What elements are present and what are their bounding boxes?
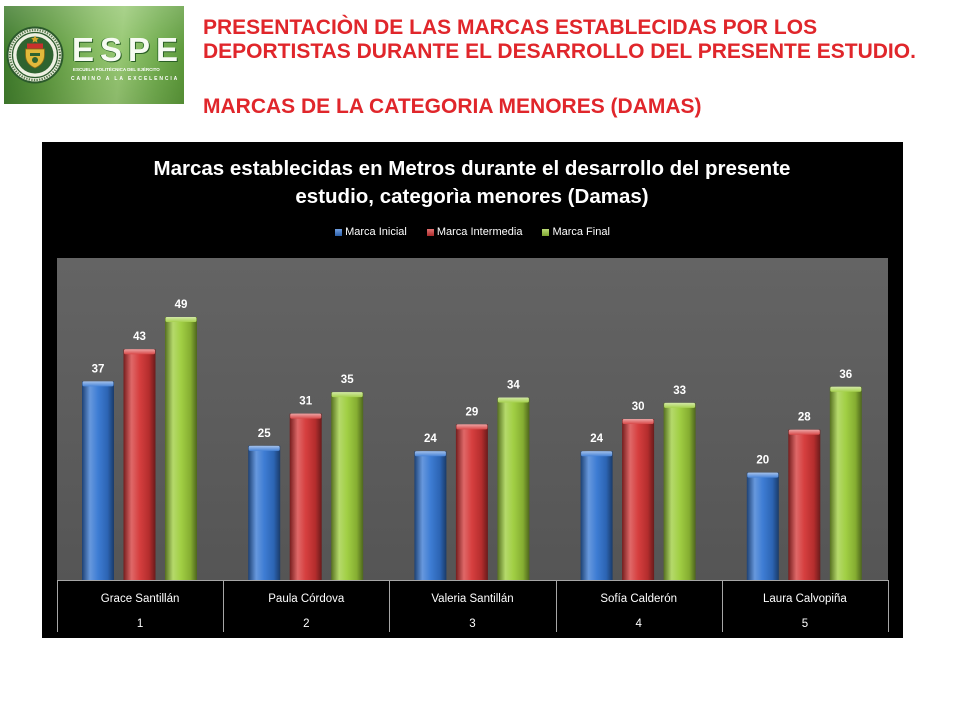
category-number-3: 3 <box>469 618 475 630</box>
chart-legend: Marca Inicial Marca Intermedia Marca Fin… <box>42 226 903 238</box>
logo-motto: CAMINO A LA EXCELENCIA <box>71 76 180 82</box>
bar-marca-inicial-4 <box>580 451 613 580</box>
data-label-marca-inicial-3: 24 <box>424 433 437 445</box>
bar-cap <box>830 386 862 392</box>
bar-chart: Marcas establecidas en Metros durante el… <box>42 142 903 638</box>
data-label-marca-inicial-4: 24 <box>590 433 603 445</box>
espe-seal-icon <box>6 26 64 84</box>
legend-label-marca-inicial: Marca Inicial <box>345 226 407 238</box>
bar-marca-inicial-3 <box>414 451 447 580</box>
bar-cap <box>165 317 197 323</box>
category-number-2: 2 <box>303 618 309 630</box>
bar-cap <box>664 402 696 408</box>
bar-cap <box>248 445 280 451</box>
bar-marca-intermedia-1 <box>123 349 156 580</box>
data-label-marca-intermedia-3: 29 <box>466 406 479 418</box>
bar-cap <box>497 397 529 403</box>
legend-item-marca-intermedia: Marca Intermedia <box>426 226 523 238</box>
category-label-4: Sofía Calderón <box>600 593 677 605</box>
data-label-marca-intermedia-4: 30 <box>632 401 645 413</box>
bar-marca-intermedia-3 <box>455 424 488 580</box>
legend-swatch-marca-inicial <box>335 228 343 236</box>
bar-cap <box>581 451 613 457</box>
bar-marca-intermedia-4 <box>622 419 655 580</box>
bar-cap <box>747 472 779 478</box>
data-label-marca-intermedia-2: 31 <box>299 396 312 408</box>
espe-logo: ESPE ESCUELA POLITÉCNICA DEL EJÉRCITO CA… <box>4 6 184 104</box>
data-label-marca-final-4: 33 <box>673 385 686 397</box>
category-heading: MARCAS DE LA CATEGORIA MENORES (DAMAS) <box>203 95 702 118</box>
data-label-marca-final-1: 49 <box>175 299 188 311</box>
bar-marca-inicial-1 <box>82 381 114 580</box>
data-label-marca-inicial-1: 37 <box>92 363 105 375</box>
bar-marca-final-4 <box>663 402 696 580</box>
category-number-1: 1 <box>137 618 143 630</box>
legend-label-marca-intermedia: Marca Intermedia <box>436 226 523 238</box>
chart-title: Marcas establecidas en Metros durante el… <box>153 157 791 208</box>
legend-item-marca-final: Marca Final <box>542 226 610 238</box>
bar-marca-final-3 <box>497 397 530 580</box>
data-label-marca-inicial-5: 20 <box>756 455 769 467</box>
category-number-4: 4 <box>635 618 642 630</box>
data-label-marca-intermedia-5: 28 <box>798 412 811 424</box>
bar-marca-intermedia-5 <box>788 429 821 580</box>
bar-cap <box>124 349 155 355</box>
bar-marca-final-5 <box>829 386 862 580</box>
bar-marca-final-2 <box>331 392 364 580</box>
bar-cap <box>456 424 488 430</box>
legend-swatch-marca-final <box>542 228 550 236</box>
bar-marca-final-1 <box>165 317 197 580</box>
bar-cap <box>290 413 322 419</box>
category-label-5: Laura Calvopiña <box>763 593 847 605</box>
logo-school-name: ESCUELA POLITÉCNICA DEL EJÉRCITO <box>73 67 160 72</box>
bar-cap <box>331 392 363 398</box>
data-label-marca-final-5: 36 <box>839 369 852 381</box>
data-label-marca-final-3: 34 <box>507 380 520 392</box>
data-label-marca-intermedia-1: 43 <box>133 331 146 343</box>
logo-wordmark: ESPE <box>72 31 184 68</box>
legend-swatch-marca-intermedia <box>426 228 434 236</box>
category-number-5: 5 <box>802 618 808 630</box>
legend-label-marca-final: Marca Final <box>552 226 610 238</box>
data-label-marca-inicial-2: 25 <box>258 428 271 440</box>
category-label-3: Valeria Santillán <box>431 593 513 605</box>
bar-marca-inicial-2 <box>248 445 281 580</box>
category-label-2: Paula Córdova <box>268 593 345 605</box>
legend-item-marca-inicial: Marca Inicial <box>335 226 407 238</box>
data-label-marca-final-2: 35 <box>341 374 354 386</box>
bar-marca-inicial-5 <box>746 472 779 580</box>
category-label-1: Grace Santillán <box>101 593 180 605</box>
bar-marca-intermedia-2 <box>289 413 322 580</box>
bar-cap <box>788 429 820 435</box>
bar-cap <box>414 451 446 457</box>
slide-title: PRESENTACIÒN DE LAS MARCAS ESTABLECIDAS … <box>203 16 916 63</box>
bar-cap <box>82 381 114 387</box>
bar-cap <box>622 419 654 424</box>
